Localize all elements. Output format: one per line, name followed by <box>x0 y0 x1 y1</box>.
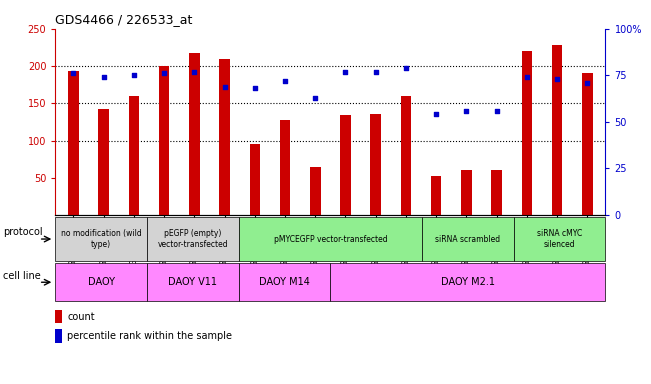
Point <box>340 69 351 75</box>
Point <box>129 72 139 78</box>
Bar <box>189 53 200 215</box>
Point <box>401 65 411 71</box>
Text: pEGFP (empty)
vector-transfected: pEGFP (empty) vector-transfected <box>158 229 228 249</box>
Text: DAOY M2.1: DAOY M2.1 <box>441 277 495 287</box>
Text: siRNA scrambled: siRNA scrambled <box>436 235 501 243</box>
Text: DAOY M14: DAOY M14 <box>259 277 310 287</box>
Text: no modification (wild
type): no modification (wild type) <box>61 229 141 249</box>
Text: DAOY: DAOY <box>88 277 115 287</box>
Bar <box>461 170 472 215</box>
Text: GDS4466 / 226533_at: GDS4466 / 226533_at <box>55 13 193 26</box>
Text: count: count <box>67 312 95 322</box>
Bar <box>219 59 230 215</box>
Bar <box>582 73 592 215</box>
Bar <box>340 115 351 215</box>
Bar <box>280 120 290 215</box>
Bar <box>129 96 139 215</box>
Bar <box>98 109 109 215</box>
Point <box>370 69 381 75</box>
Text: siRNA cMYC
silenced: siRNA cMYC silenced <box>537 229 582 249</box>
Bar <box>68 71 79 215</box>
Point <box>68 70 79 76</box>
Point <box>431 111 441 118</box>
Bar <box>492 170 502 215</box>
Text: protocol: protocol <box>3 227 42 237</box>
Point <box>280 78 290 84</box>
Point <box>310 94 320 101</box>
Bar <box>249 144 260 215</box>
Point <box>219 83 230 89</box>
Point <box>461 108 471 114</box>
Bar <box>159 66 169 215</box>
Point <box>552 76 562 82</box>
Point <box>249 85 260 91</box>
Text: pMYCEGFP vector-transfected: pMYCEGFP vector-transfected <box>273 235 387 243</box>
Point <box>189 69 200 75</box>
Bar <box>431 176 441 215</box>
Bar <box>310 167 320 215</box>
Bar <box>370 114 381 215</box>
Point <box>492 108 502 114</box>
Point <box>521 74 532 80</box>
Bar <box>55 329 62 343</box>
Point <box>98 74 109 80</box>
Bar <box>55 310 62 323</box>
Bar <box>521 51 532 215</box>
Text: cell line: cell line <box>3 271 40 281</box>
Bar <box>400 96 411 215</box>
Text: percentile rank within the sample: percentile rank within the sample <box>67 331 232 341</box>
Point <box>582 80 592 86</box>
Text: DAOY V11: DAOY V11 <box>169 277 217 287</box>
Point <box>159 70 169 76</box>
Bar <box>552 45 562 215</box>
